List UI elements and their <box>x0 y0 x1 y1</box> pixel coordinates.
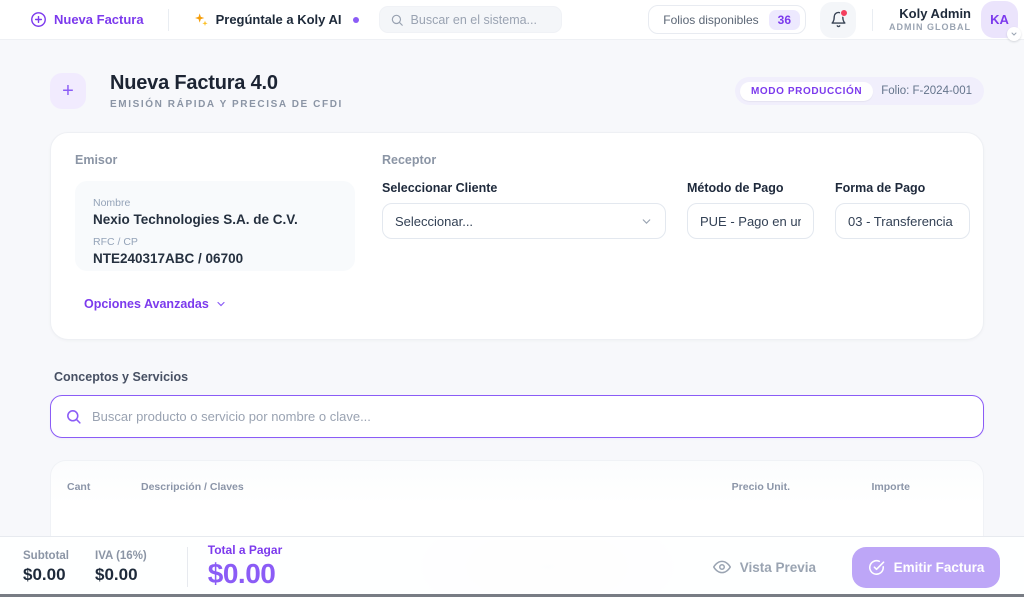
emisor-heading: Emisor <box>75 153 118 167</box>
table-header-row: Cant Descripción / Claves Precio Unit. I… <box>51 461 983 493</box>
divider <box>186 547 188 587</box>
production-mode-badge: MODO PRODUCCIÓN <box>739 81 874 101</box>
payment-method-label: Método de Pago <box>687 181 784 195</box>
user-role: ADMIN GLOBAL <box>889 21 971 32</box>
payment-method-select[interactable]: PUE - Pago en una sola <box>687 203 814 239</box>
divider <box>167 8 169 31</box>
preview-label: Vista Previa <box>739 559 816 575</box>
emisor-rfc-label: RFC / CP <box>93 236 138 248</box>
subtotal-label: Subtotal <box>23 549 69 562</box>
emisor-name-value: Nexio Technologies S.A. de C.V. <box>93 212 298 227</box>
payment-form-value: 03 - Transferencia elec <box>848 213 957 229</box>
user-info: Koly Admin ADMIN GLOBAL <box>889 5 971 32</box>
sparkle-icon <box>193 12 209 28</box>
global-search[interactable] <box>378 6 562 33</box>
notification-dot <box>840 8 848 17</box>
divider <box>872 8 873 31</box>
bell-icon <box>830 11 847 28</box>
product-search-input[interactable] <box>92 409 969 424</box>
check-circle-icon <box>868 559 885 576</box>
invoice-page: + Nueva Factura 4.0 EMISIÓN RÁPIDA Y PRE… <box>0 40 1024 540</box>
invoice-plus-icon: + <box>50 73 86 109</box>
emisor-name-label: Nombre <box>93 197 131 209</box>
emisor-rfc-value: NTE240317ABC / 06700 <box>93 251 244 266</box>
ai-notification-dot <box>352 16 359 23</box>
plus-circle-icon <box>30 11 47 28</box>
page-subtitle: EMISIÓN RÁPIDA Y PRECISA DE CFDI <box>110 99 343 110</box>
client-select-value: Seleccionar... <box>395 213 474 229</box>
total-label: Total a Pagar <box>207 542 283 557</box>
window-bottom-edge <box>0 594 1024 597</box>
new-invoice-label: Nueva Factura <box>54 12 144 27</box>
receptor-heading: Receptor <box>382 153 437 167</box>
total-value: $0.00 <box>207 558 276 590</box>
emit-invoice-label: Emitir Factura <box>893 559 985 575</box>
folios-pill: Folios disponibles 36 <box>648 5 806 34</box>
chevron-down-icon <box>1007 27 1021 41</box>
concepts-heading: Conceptos y Servicios <box>54 370 189 384</box>
preview-button[interactable]: Vista Previa <box>712 558 816 576</box>
plus-glyph: + <box>62 79 74 102</box>
totals-footer: Subtotal $0.00 IVA (16%) $0.00 Total a P… <box>0 536 1024 597</box>
ask-ai-label: Pregúntale a Koly AI <box>215 12 342 27</box>
advanced-options-label: Opciones Avanzadas <box>84 297 209 311</box>
payment-form-select[interactable]: 03 - Transferencia elec <box>835 203 970 239</box>
emisor-receptor-card: Emisor Nombre Nexio Technologies S.A. de… <box>50 132 984 340</box>
iva-block: IVA (16%) $0.00 <box>95 550 147 585</box>
line-items-table: Cant Descripción / Claves Precio Unit. I… <box>50 460 984 540</box>
avatar-initials: KA <box>990 12 1009 27</box>
new-invoice-nav[interactable]: Nueva Factura <box>30 11 144 28</box>
product-search[interactable] <box>50 395 984 438</box>
iva-label: IVA (16%) <box>95 549 147 562</box>
iva-value: $0.00 <box>95 564 138 584</box>
client-select[interactable]: Seleccionar... <box>382 203 666 239</box>
subtotal-value: $0.00 <box>23 564 66 584</box>
topbar: Nueva Factura Pregúntale a Koly AI Folio… <box>0 0 1024 41</box>
client-select-label: Seleccionar Cliente <box>382 181 498 195</box>
chevron-down-icon <box>215 298 227 310</box>
folios-count-badge: 36 <box>768 9 800 30</box>
search-icon <box>65 408 82 425</box>
global-search-input[interactable] <box>410 12 551 27</box>
notifications-button[interactable] <box>820 1 856 38</box>
col-precio-unit: Precio Unit. <box>731 481 790 493</box>
emit-invoice-button[interactable]: Emitir Factura <box>852 546 1000 588</box>
payment-method-value: PUE - Pago en una sola <box>700 213 801 229</box>
page-title: Nueva Factura 4.0 <box>110 72 278 94</box>
chevron-down-icon <box>640 215 653 228</box>
page-header: + Nueva Factura 4.0 EMISIÓN RÁPIDA Y PRE… <box>50 72 984 110</box>
col-cant: Cant <box>67 481 91 493</box>
subtotal-block: Subtotal $0.00 <box>23 550 69 585</box>
search-icon <box>390 13 404 27</box>
user-avatar[interactable]: KA <box>981 1 1021 41</box>
eye-icon <box>712 558 731 576</box>
ask-ai-button[interactable]: Pregúntale a Koly AI <box>193 12 359 28</box>
mode-pill: MODO PRODUCCIÓN Folio: F-2024-001 <box>734 77 984 105</box>
user-name: Koly Admin <box>899 5 971 21</box>
col-descripcion: Descripción / Claves <box>141 481 244 493</box>
advanced-options-toggle[interactable]: Opciones Avanzadas <box>84 297 227 311</box>
payment-form-label: Forma de Pago <box>835 181 926 195</box>
col-importe: Importe <box>871 481 910 493</box>
total-block: Total a Pagar $0.00 <box>207 542 283 591</box>
folio-number: Folio: F-2024-001 <box>881 85 972 97</box>
emisor-info-box: Nombre Nexio Technologies S.A. de C.V. R… <box>75 181 355 271</box>
folios-label: Folios disponibles <box>663 12 759 27</box>
